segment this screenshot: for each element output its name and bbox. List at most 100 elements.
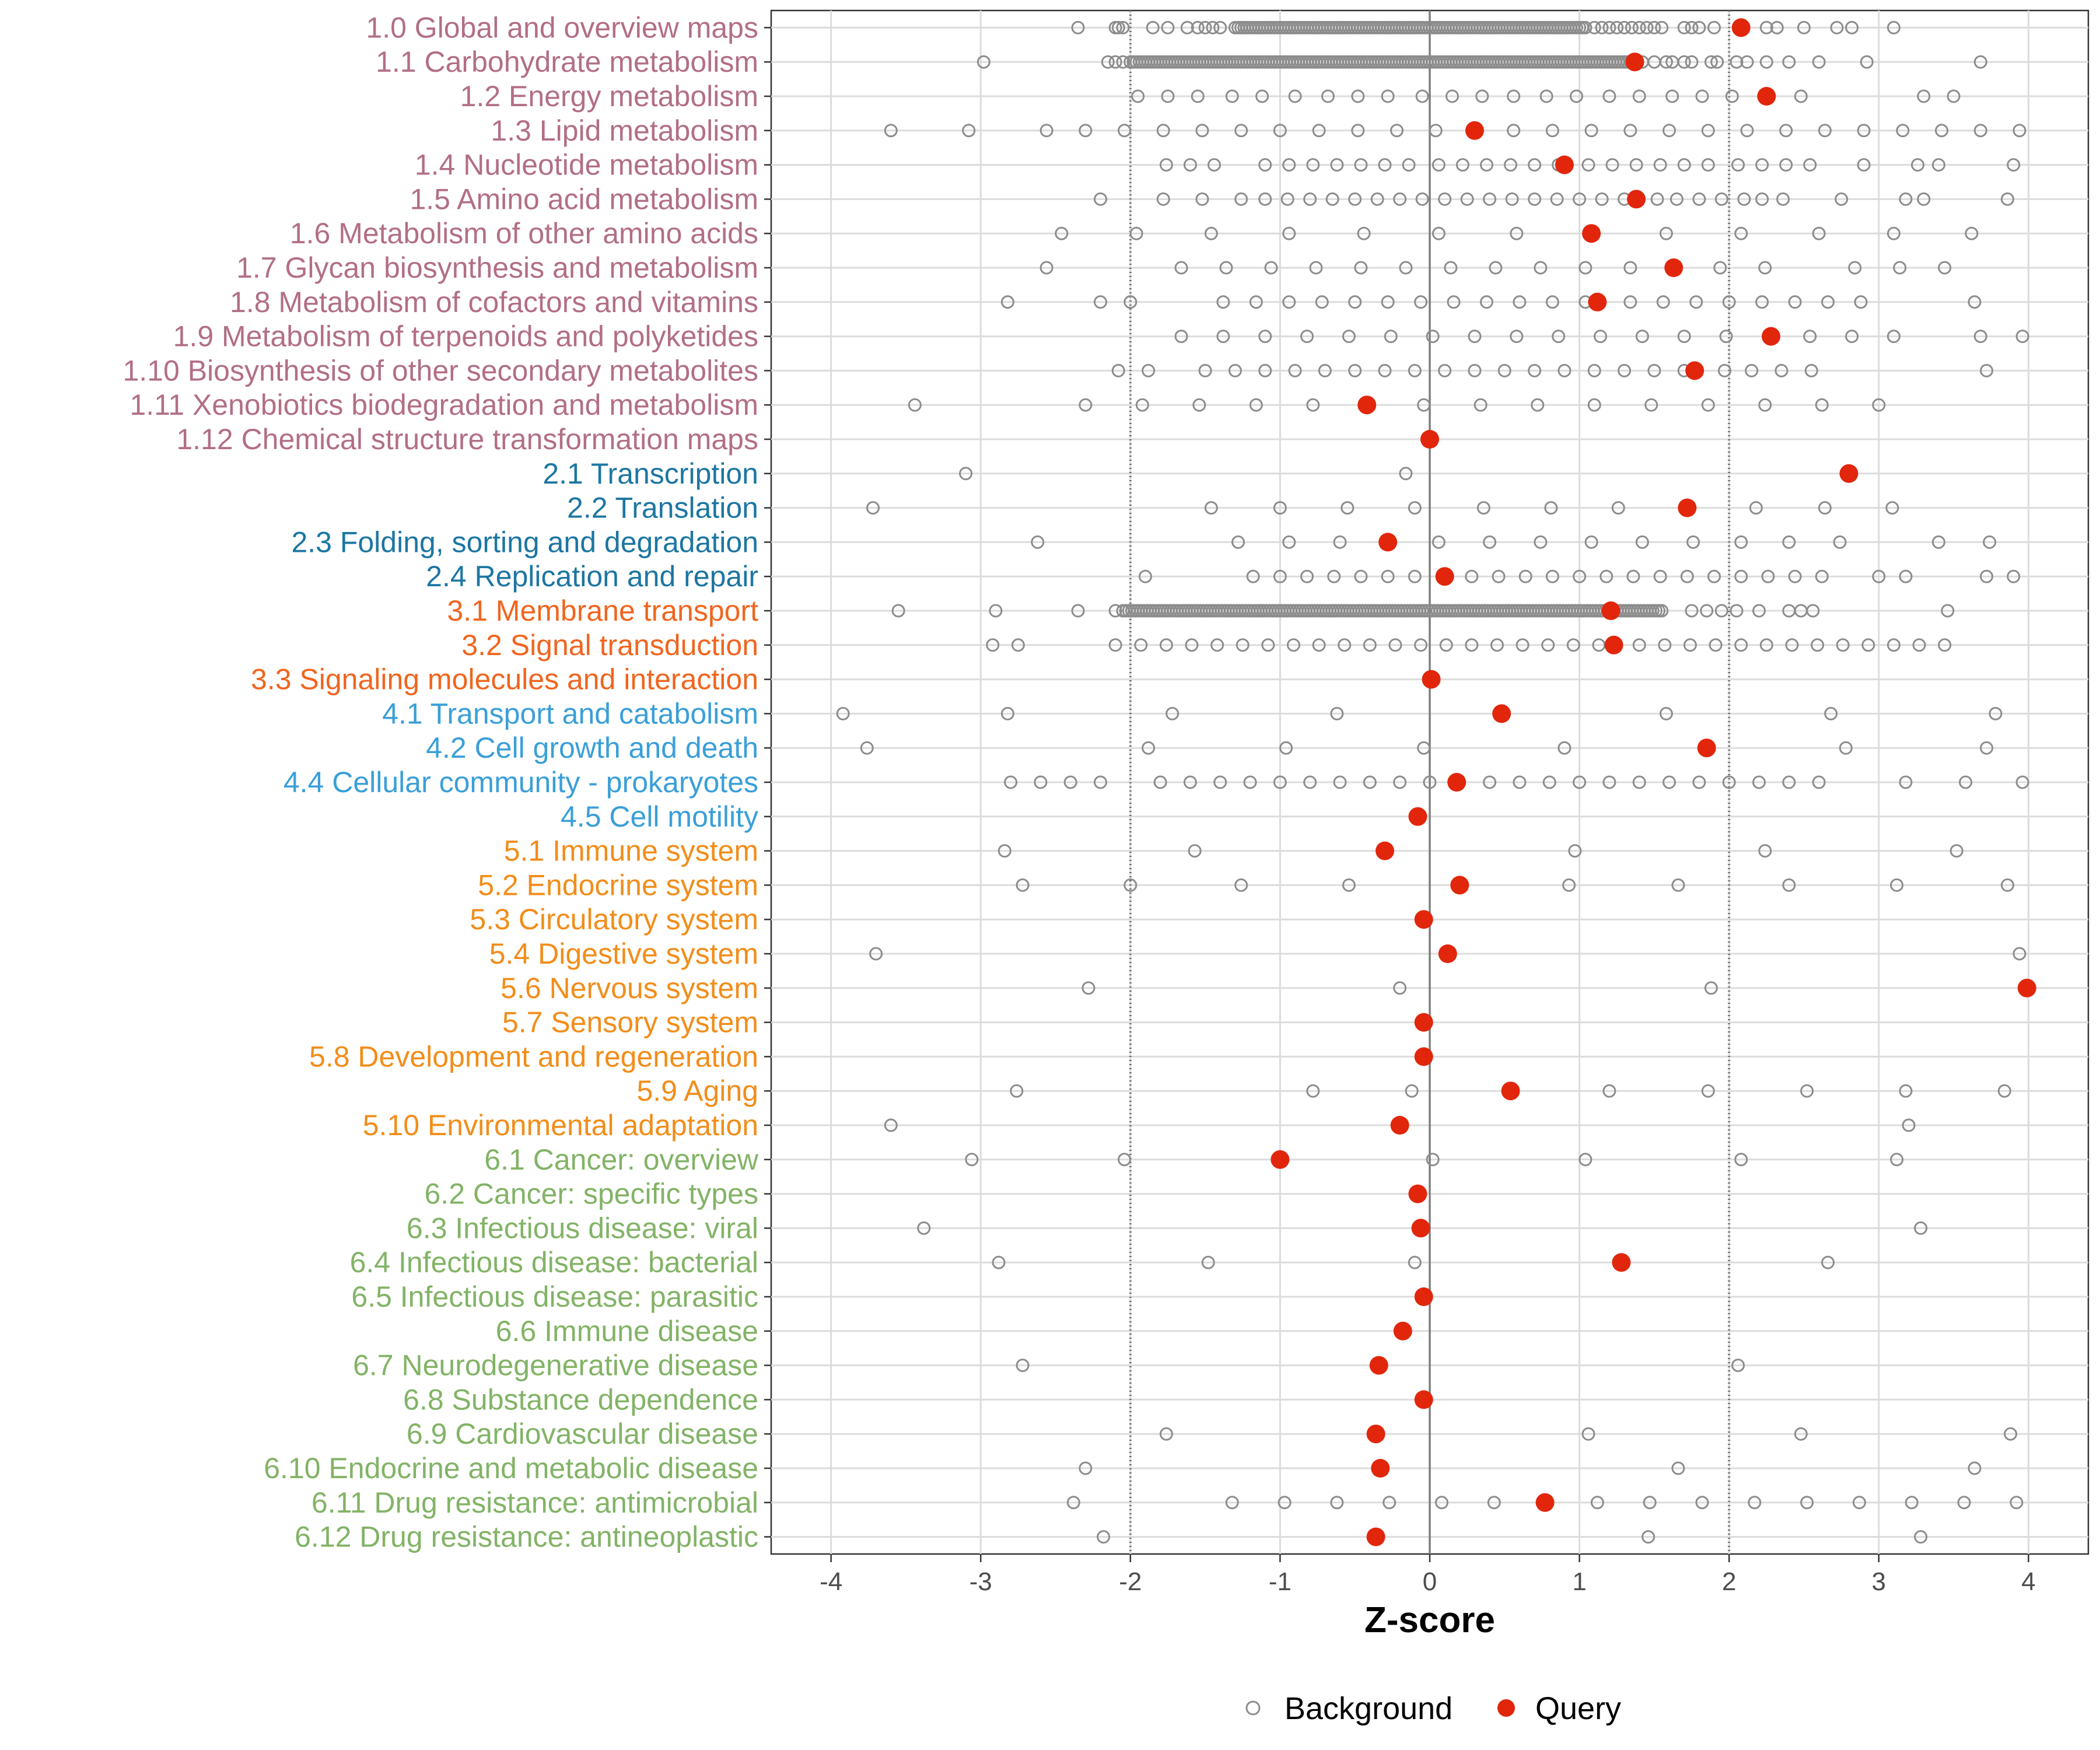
background-point (1378, 158, 1392, 172)
background-point (1734, 569, 1748, 583)
background-point (1782, 878, 1796, 892)
background-point (1752, 775, 1766, 789)
background-point (1968, 1461, 1982, 1475)
background-point (1142, 363, 1156, 377)
background-point (1965, 226, 1979, 240)
background-point (1779, 158, 1793, 172)
background-point (1282, 158, 1296, 172)
category-label: 5.7 Sensory system (502, 1006, 758, 1039)
background-point (1370, 192, 1384, 206)
background-point (1417, 741, 1431, 755)
background-point (1947, 89, 1961, 103)
background-point (1839, 741, 1853, 755)
legend-query-marker (1497, 1699, 1515, 1717)
category-label: 1.8 Metabolism of cofactors and vitamins (230, 286, 758, 318)
background-point (1626, 569, 1640, 583)
background-point (1562, 878, 1576, 892)
background-point (1759, 20, 1773, 34)
x-tick-label: -3 (970, 1567, 992, 1596)
background-point (1818, 501, 1832, 515)
background-point (1198, 20, 1212, 34)
background-point (1910, 158, 1924, 172)
background-point (1671, 878, 1685, 892)
background-point (1539, 89, 1553, 103)
background-point (1755, 158, 1769, 172)
background-point (1142, 741, 1156, 755)
background-point (1288, 89, 1302, 103)
background-point (1785, 638, 1799, 652)
background-point (1312, 124, 1326, 138)
background-point (1653, 158, 1667, 172)
background-point (959, 467, 973, 481)
background-point (1330, 1496, 1344, 1510)
background-point (1333, 775, 1347, 789)
background-point (1348, 363, 1362, 377)
background-point (1423, 775, 1437, 789)
category-label: 5.8 Development and regeneration (309, 1040, 758, 1073)
background-point (1748, 1496, 1762, 1510)
background-point (1758, 261, 1772, 275)
background-point (965, 1153, 979, 1167)
query-point (1612, 1253, 1631, 1272)
background-point (1138, 569, 1152, 583)
background-point (1552, 330, 1566, 344)
background-point (1402, 158, 1416, 172)
background-point (1983, 535, 1997, 549)
category-label: 3.3 Signaling molecules and interaction (251, 663, 758, 696)
background-point (1489, 261, 1503, 275)
background-point (1219, 261, 1233, 275)
background-point (2010, 1496, 2024, 1510)
background-point (1303, 775, 1317, 789)
category-label: 1.3 Lipid metabolism (491, 114, 758, 147)
background-point (1821, 1255, 1835, 1269)
background-point (1040, 261, 1054, 275)
background-point (1408, 1255, 1422, 1269)
query-point (1414, 1047, 1433, 1066)
background-point (1857, 124, 1871, 138)
category-label: 1.4 Nucleotide metabolism (415, 149, 758, 181)
x-tick-label: 4 (2021, 1567, 2035, 1596)
background-point (1568, 844, 1582, 858)
category-label: 2.3 Folding, sorting and degradation (291, 526, 758, 558)
background-point (1912, 638, 1926, 652)
background-point (1399, 467, 1413, 481)
background-point (1968, 295, 1982, 309)
category-label: 6.10 Endocrine and metabolic disease (264, 1452, 758, 1485)
background-point (1959, 775, 1973, 789)
background-point (1590, 1496, 1604, 1510)
query-point (1408, 1184, 1427, 1203)
background-point (1745, 363, 1759, 377)
background-point (1354, 261, 1368, 275)
category-label: 5.10 Environmental adaptation (363, 1109, 758, 1142)
background-point (2000, 192, 2014, 206)
background-point (1635, 330, 1649, 344)
background-point (1774, 363, 1788, 377)
background-point (1108, 638, 1122, 652)
query-point (1555, 155, 1574, 174)
background-point (1914, 1221, 1928, 1235)
background-point (2007, 158, 2021, 172)
query-point (1420, 430, 1439, 449)
background-point (1510, 330, 1524, 344)
background-point (1206, 20, 1220, 34)
category-label: 3.2 Signal transduction (461, 629, 758, 662)
legend-background-marker (1245, 1700, 1261, 1716)
background-point (1722, 775, 1736, 789)
background-point (1997, 1084, 2011, 1098)
background-point (1899, 775, 1913, 789)
background-point (1288, 363, 1302, 377)
background-point (1545, 569, 1559, 583)
query-point (1501, 1082, 1520, 1101)
category-label: 4.2 Cell growth and death (426, 732, 758, 764)
background-point (1116, 55, 1130, 69)
background-point (1146, 20, 1160, 34)
category-label: 4.1 Transport and catabolism (382, 697, 758, 730)
background-point (1835, 192, 1849, 206)
background-point (1803, 330, 1817, 344)
background-point (1156, 192, 1170, 206)
background-point (1382, 1496, 1396, 1510)
background-point (1300, 569, 1314, 583)
background-point (1279, 741, 1293, 755)
background-point (1312, 638, 1326, 652)
